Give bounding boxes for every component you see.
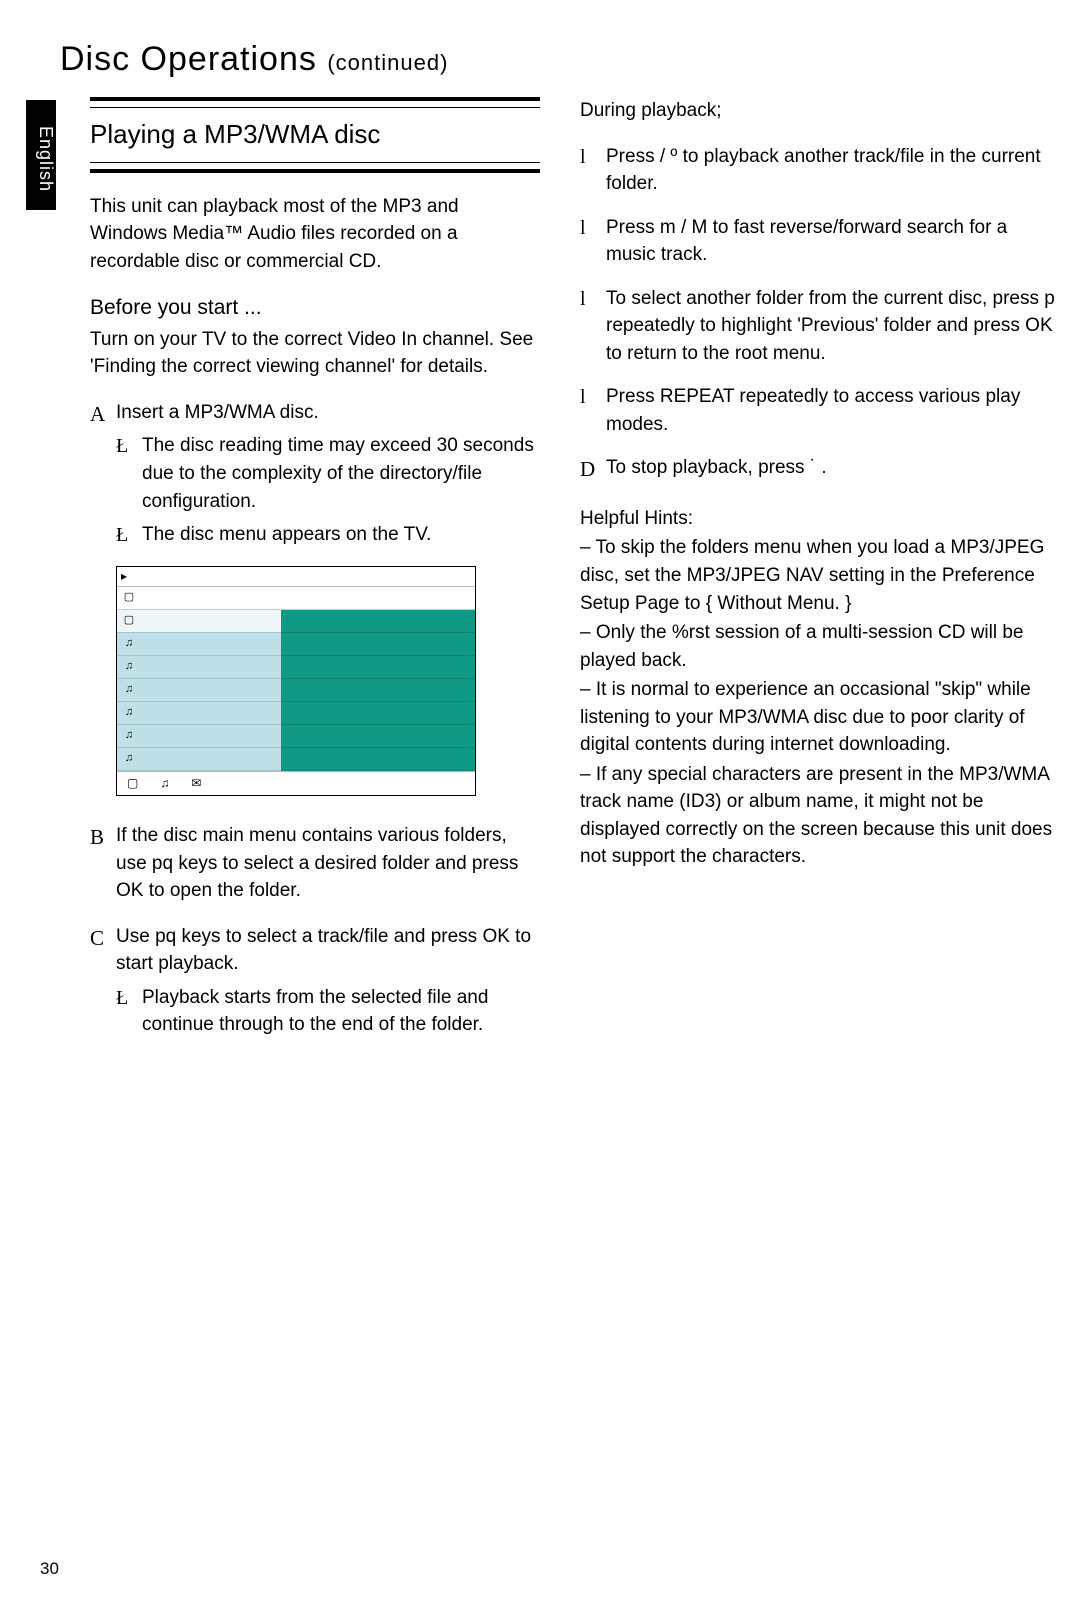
music-icon: ♫ xyxy=(160,775,169,792)
substep: Ł Playback starts from the selected file… xyxy=(116,984,540,1039)
substep-marker: Ł xyxy=(116,432,142,515)
hint: – It is normal to experience an occasion… xyxy=(580,676,1060,759)
page-number: 30 xyxy=(40,1559,59,1579)
music-icon: ♫ xyxy=(117,679,141,702)
intro-paragraph: This unit can playback most of the MP3 a… xyxy=(90,193,540,276)
step-text: If the disc main menu contains various f… xyxy=(116,822,540,905)
step-label: C xyxy=(90,923,116,1043)
during-bullet: l Press m / M to fast reverse/forward se… xyxy=(580,214,1060,269)
music-icon: ♫ xyxy=(117,702,141,725)
bullet-text: To select another folder from the curren… xyxy=(606,285,1060,368)
bullet-marker: l xyxy=(580,143,606,198)
subtitle-box: Playing a MP3/WMA disc xyxy=(90,97,540,173)
substep-text: The disc menu appears on the TV. xyxy=(142,521,540,550)
substep: Ł The disc menu appears on the TV. xyxy=(116,521,540,550)
before-body: Turn on your TV to the correct Video In … xyxy=(90,326,540,381)
bullet-text: Press REPEAT repeatedly to access variou… xyxy=(606,383,1060,438)
hint: – If any special characters are present … xyxy=(580,761,1060,871)
substep-text: The disc reading time may exceed 30 seco… xyxy=(142,432,540,515)
pic-icon: ✉ xyxy=(191,775,201,792)
music-icon: ♫ xyxy=(117,656,141,679)
folder-icon: ▢ xyxy=(117,610,141,633)
bullet-text: Press / º to playback another track/file… xyxy=(606,143,1060,198)
substep-marker: Ł xyxy=(116,521,142,550)
during-bullet: l Press REPEAT repeatedly to access vari… xyxy=(580,383,1060,438)
substep-marker: Ł xyxy=(116,984,142,1039)
right-column: During playback; l Press / º to playback… xyxy=(580,97,1060,1049)
title-continued: (continued) xyxy=(327,50,448,75)
substep-text: Playback starts from the selected file a… xyxy=(142,984,540,1039)
page-title: Disc Operations (continued) xyxy=(60,40,1080,79)
step-b: B If the disc main menu contains various… xyxy=(90,822,540,905)
before-you-start: Before you start ... Turn on your TV to … xyxy=(90,293,540,381)
during-bullet: l Press / º to playback another track/fi… xyxy=(580,143,1060,198)
step-text: Use pq keys to select a track/file and p… xyxy=(116,923,540,978)
step-label: A xyxy=(90,399,116,554)
substep: Ł The disc reading time may exceed 30 se… xyxy=(116,432,540,515)
music-icon: ♫ xyxy=(117,748,141,771)
hint: – Only the %rst session of a multi-sessi… xyxy=(580,619,1060,674)
title-main: Disc Operations xyxy=(60,40,327,78)
step-c: C Use pq keys to select a track/file and… xyxy=(90,923,540,1043)
hint: – To skip the folders menu when you load… xyxy=(580,534,1060,617)
folder-icon: ▢ xyxy=(127,775,138,792)
bullet-text: Press m / M to fast reverse/forward sear… xyxy=(606,214,1060,269)
music-icon: ♫ xyxy=(117,633,141,656)
step-text: To stop playback, press ˙ . xyxy=(606,454,1060,484)
step-text: Insert a MP3/WMA disc. xyxy=(116,399,540,427)
music-icon: ♫ xyxy=(117,725,141,748)
folder-icon: ▢ xyxy=(117,587,141,610)
disc-menu-figure: ▸ ▢ ▢ ♫ ♫ ♫ ♫ ♫ ♫ ▢ ♫ ✉ xyxy=(116,566,476,796)
bullet-marker: l xyxy=(580,214,606,269)
during-bullet: l To select another folder from the curr… xyxy=(580,285,1060,368)
step-label: D xyxy=(580,454,606,484)
language-tab: English xyxy=(26,100,56,210)
left-column: Playing a MP3/WMA disc This unit can pla… xyxy=(90,97,540,1049)
bullet-marker: l xyxy=(580,383,606,438)
play-icon: ▸ xyxy=(121,568,127,585)
bullet-marker: l xyxy=(580,285,606,368)
section-subtitle: Playing a MP3/WMA disc xyxy=(90,114,540,156)
step-label: B xyxy=(90,822,116,905)
during-heading: During playback; xyxy=(580,97,1060,125)
hints-title: Helpful Hints: xyxy=(580,505,1060,533)
step-a: A Insert a MP3/WMA disc. Ł The disc read… xyxy=(90,399,540,554)
step-d: D To stop playback, press ˙ . xyxy=(580,454,1060,484)
before-heading: Before you start ... xyxy=(90,293,540,323)
